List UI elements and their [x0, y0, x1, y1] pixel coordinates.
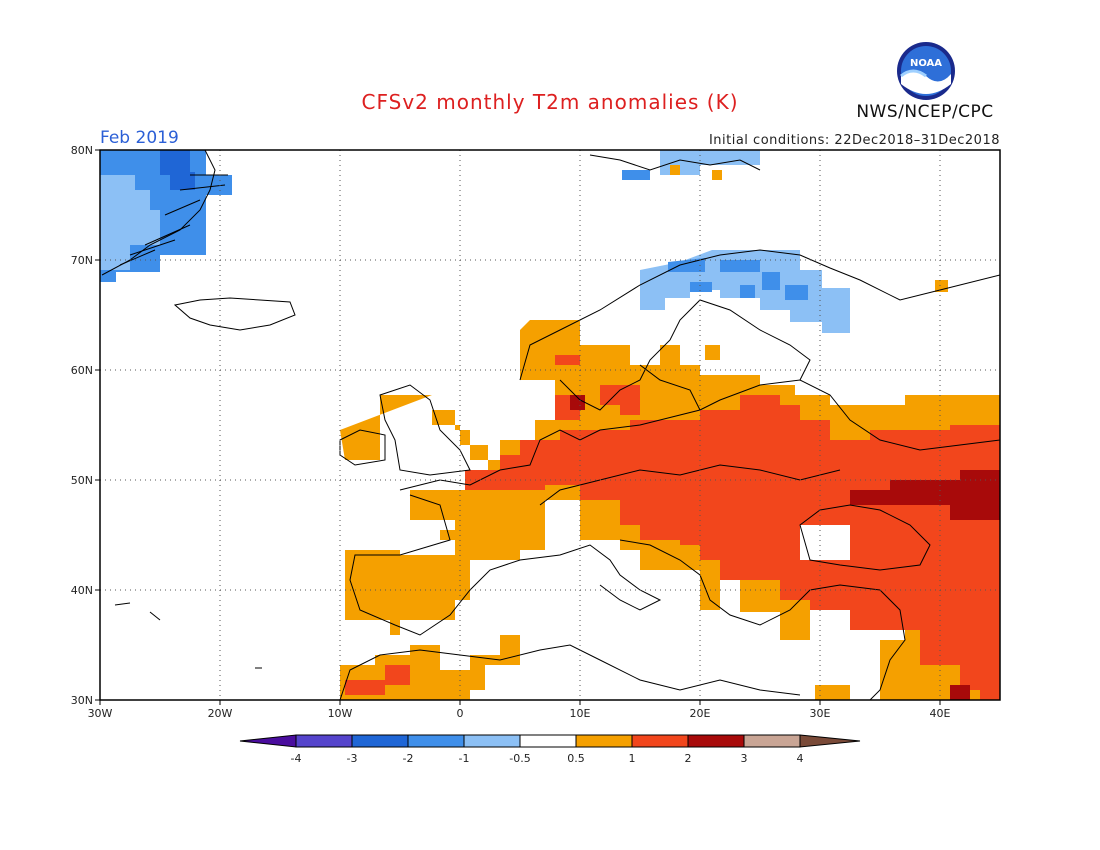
legend-swatch-below-minus-4 [239, 734, 297, 748]
lon-tick-label: 20E [690, 707, 711, 720]
legend-label: -4 [291, 752, 302, 765]
lat-tick-labels: 30N 40N 50N 60N 70N 80N [71, 144, 93, 707]
legend-swatch [687, 734, 745, 748]
legend-swatch [519, 734, 577, 748]
legend-label: -1 [459, 752, 470, 765]
lon-tick-label: 30W [88, 707, 113, 720]
initial-conditions-label: Initial conditions: 22Dec2018–31Dec2018 [708, 133, 1000, 148]
agency-label: NWS/NCEP/CPC [856, 102, 994, 122]
forecast-month-label: Feb 2019 [100, 128, 179, 148]
legend-label: 2 [685, 752, 692, 765]
lat-tick-label: 70N [71, 254, 93, 267]
lon-tick-labels: 30W 20W 10W 0 10E 20E 30E 40E [88, 707, 951, 720]
legend-swatch [407, 734, 465, 748]
lat-tick-label: 40N [71, 584, 93, 597]
noaa-logo-text: NOAA [910, 58, 942, 69]
legend-swatch [295, 734, 353, 748]
legend-swatch [743, 734, 801, 748]
legend-swatch [631, 734, 689, 748]
lon-tick-label: 20W [208, 707, 233, 720]
lat-tick-label: 50N [71, 474, 93, 487]
chart-title: CFSv2 monthly T2m anomalies (K) [361, 90, 739, 114]
legend-label: -2 [403, 752, 414, 765]
legend-label: 1 [629, 752, 636, 765]
lon-tick-label: 0 [457, 707, 464, 720]
lat-tick-label: 60N [71, 364, 93, 377]
graticule [100, 150, 1000, 700]
lat-tick-label: 30N [71, 694, 93, 707]
legend-swatch [463, 734, 521, 748]
map-frame [99, 149, 1001, 701]
legend-label: 0.5 [567, 752, 585, 765]
noaa-logo: NOAA [897, 42, 955, 100]
lon-tick-label: 10E [570, 707, 591, 720]
anomaly-shading [100, 150, 1000, 700]
lon-tick-label: 10W [328, 707, 353, 720]
lon-tick-label: 30E [810, 707, 831, 720]
legend-label: -0.5 [509, 752, 530, 765]
legend-swatch-above-4 [799, 734, 861, 748]
color-legend [239, 734, 861, 748]
legend-swatch [351, 734, 409, 748]
legend-label: 3 [741, 752, 748, 765]
legend-label: 4 [797, 752, 804, 765]
legend-labels: -4 -3 -2 -1 -0.5 0.5 1 2 3 4 [291, 752, 804, 765]
legend-label: -3 [347, 752, 358, 765]
legend-swatch [575, 734, 633, 748]
coastlines [101, 150, 1000, 700]
lat-tick-label: 80N [71, 144, 93, 157]
lon-tick-label: 40E [930, 707, 951, 720]
